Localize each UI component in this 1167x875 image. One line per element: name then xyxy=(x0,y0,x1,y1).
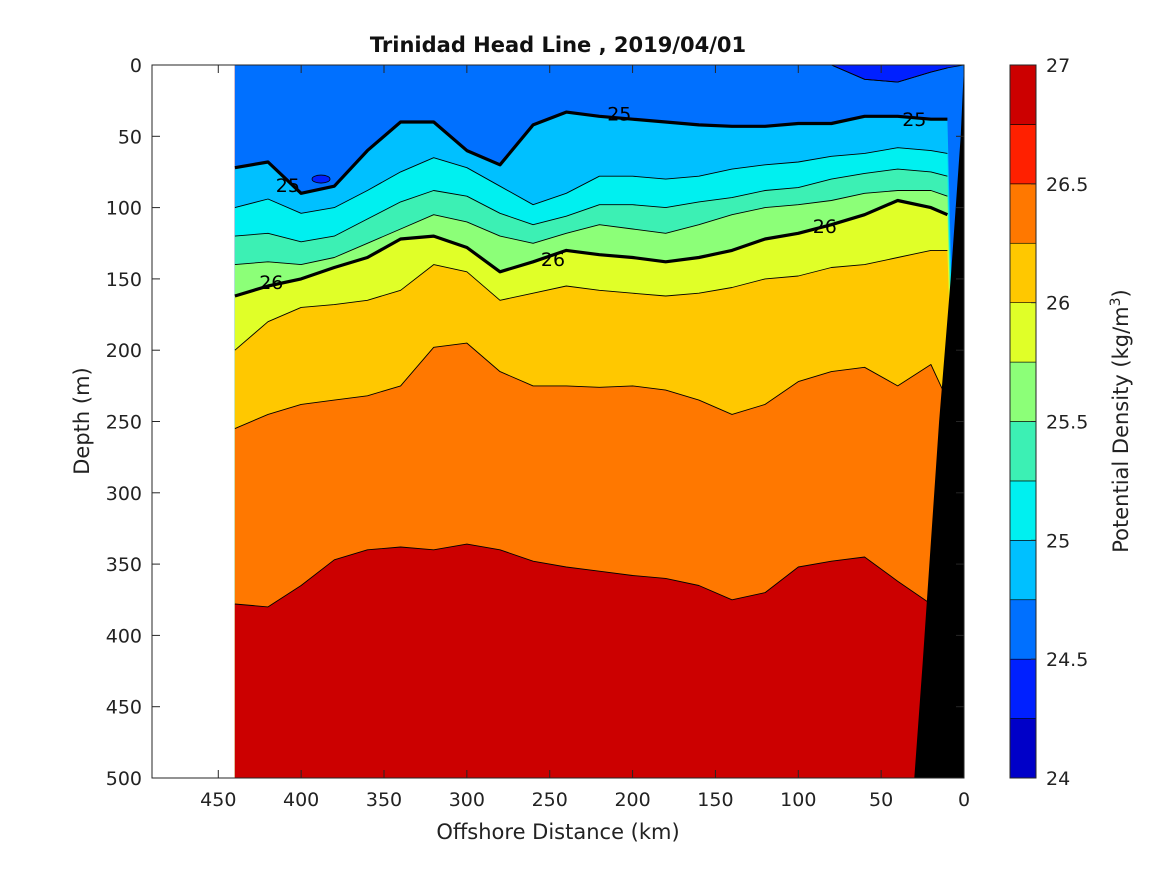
contour-label-3: 26 xyxy=(813,216,837,238)
colorbar-segment xyxy=(1009,124,1037,185)
contour-line-sigma-24-75 xyxy=(831,65,948,83)
contour-line-sigma-26-25 xyxy=(234,249,948,351)
colorbar-tick-label: 27 xyxy=(1046,55,1070,77)
contour-line-sigma-26-5 xyxy=(234,342,948,430)
colorbar-tick-label: 24 xyxy=(1046,768,1070,790)
y-tick-label: 0 xyxy=(130,55,142,77)
y-tick-label: 400 xyxy=(106,625,142,647)
y-axis: 0 50 100 150 200 250 300 350 400 450 500 xyxy=(106,55,964,790)
colorbar-label-superscript: 3 xyxy=(1108,297,1124,306)
colorbar-tick-label: 25 xyxy=(1046,530,1070,552)
y-tick-label: 300 xyxy=(106,483,142,505)
contour-line-sigma-26-0 xyxy=(234,198,949,298)
x-tick-label: 300 xyxy=(449,789,485,811)
y-tick-label: 50 xyxy=(118,126,142,148)
contour-line-sigma-25-25 xyxy=(234,147,948,214)
contour-label-5: 26 xyxy=(259,272,283,294)
x-tick-label: 350 xyxy=(366,789,402,811)
y-tick-label: 250 xyxy=(106,412,142,434)
contour-label-1: 25 xyxy=(902,109,926,131)
colorbar-segment xyxy=(1009,302,1037,363)
contour-label-4: 26 xyxy=(541,249,565,271)
colorbar: 24 24.5 25 25.5 26 26.5 27 xyxy=(1009,55,1088,790)
colorbar-segment xyxy=(1009,540,1037,601)
contour-line-sigma-25-75 xyxy=(234,190,948,266)
colorbar-tick-label: 25.5 xyxy=(1046,412,1088,434)
contour-eddy xyxy=(311,174,331,184)
x-tick-label: 400 xyxy=(283,789,319,811)
contour-label-0: 25 xyxy=(607,103,631,125)
y-tick-label: 100 xyxy=(106,198,142,220)
x-axis-label: Offshore Distance (km) xyxy=(436,820,679,844)
colorbar-label-suffix: ) xyxy=(1109,289,1133,297)
y-tick-label: 450 xyxy=(106,697,142,719)
density-bands xyxy=(234,65,964,778)
colorbar-label: Potential Density (kg/m3) xyxy=(1108,289,1133,553)
colorbar-segment xyxy=(1009,658,1037,719)
colorbar-label-text: Potential Density (kg/m xyxy=(1109,306,1133,552)
colorbar-tick-label: 26.5 xyxy=(1046,174,1088,196)
y-tick-label: 500 xyxy=(106,768,142,790)
x-tick-label: 150 xyxy=(697,789,733,811)
colorbar-tick-label: 26 xyxy=(1046,293,1070,315)
x-tick-label: 450 xyxy=(200,789,236,811)
bathymetry-shelf xyxy=(914,65,964,778)
colorbar-segment xyxy=(1009,718,1037,779)
colorbar-segment xyxy=(1009,599,1037,660)
x-tick-label: 0 xyxy=(958,789,970,811)
contour-line-sigma-25-5 xyxy=(234,168,948,243)
contour-label-2: 25 xyxy=(276,175,300,197)
colorbar-segment xyxy=(1009,421,1037,482)
x-tick-label: 100 xyxy=(780,789,816,811)
y-tick-label: 150 xyxy=(106,269,142,291)
bathymetry-mask xyxy=(914,65,964,778)
y-tick-label: 350 xyxy=(106,554,142,576)
chart-title: Trinidad Head Line , 2019/04/01 xyxy=(370,33,746,57)
contour-labels: 25 25 25 26 26 26 xyxy=(259,103,926,294)
contour-lines xyxy=(234,65,949,619)
colorbar-tick-label: 24.5 xyxy=(1046,649,1088,671)
colorbar-segment xyxy=(1009,480,1037,541)
contour-line-sigma-25-0 xyxy=(234,110,948,195)
band-densest xyxy=(234,544,964,778)
x-tick-label: 50 xyxy=(869,789,893,811)
colorbar-segment xyxy=(1009,242,1037,303)
colorbar-segment xyxy=(1009,64,1037,125)
x-tick-label: 200 xyxy=(614,789,650,811)
y-tick-label: 200 xyxy=(106,340,142,362)
colorbar-segment xyxy=(1009,183,1037,244)
contour-line-sigma-26-75 xyxy=(234,543,948,619)
y-axis-label: Depth (m) xyxy=(70,367,94,474)
x-axis: 450 400 350 300 250 200 150 100 50 0 xyxy=(200,65,970,811)
colorbar-segment xyxy=(1009,361,1037,422)
x-tick-label: 250 xyxy=(532,789,568,811)
plot-area xyxy=(234,65,964,778)
